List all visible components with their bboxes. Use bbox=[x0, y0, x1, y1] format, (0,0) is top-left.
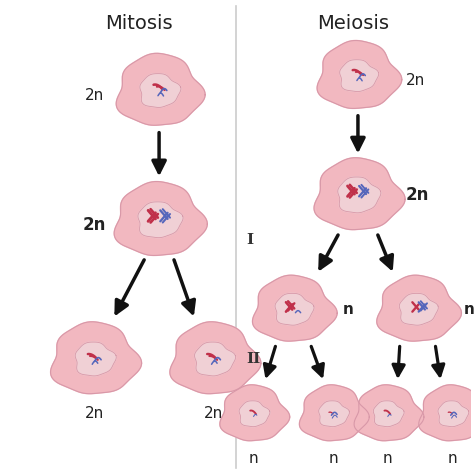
Text: n: n bbox=[249, 451, 258, 466]
Polygon shape bbox=[377, 275, 461, 341]
Polygon shape bbox=[319, 401, 349, 427]
Polygon shape bbox=[51, 322, 142, 394]
Text: 2n: 2n bbox=[85, 407, 104, 421]
Polygon shape bbox=[275, 293, 314, 325]
Polygon shape bbox=[138, 202, 183, 237]
Polygon shape bbox=[399, 293, 438, 325]
Text: II: II bbox=[246, 352, 261, 366]
Polygon shape bbox=[354, 385, 424, 441]
Text: 2n: 2n bbox=[204, 407, 223, 421]
Text: 2n: 2n bbox=[406, 73, 425, 88]
Polygon shape bbox=[340, 60, 379, 91]
Polygon shape bbox=[170, 322, 261, 394]
Polygon shape bbox=[114, 182, 207, 255]
Polygon shape bbox=[140, 73, 181, 108]
Polygon shape bbox=[116, 54, 205, 125]
Polygon shape bbox=[374, 401, 404, 427]
Polygon shape bbox=[314, 158, 405, 229]
Polygon shape bbox=[438, 401, 469, 427]
Text: Meiosis: Meiosis bbox=[317, 14, 389, 33]
Text: n: n bbox=[343, 302, 354, 317]
Text: n: n bbox=[328, 451, 338, 466]
Text: 2n: 2n bbox=[83, 216, 106, 234]
Polygon shape bbox=[239, 401, 270, 427]
Polygon shape bbox=[253, 275, 337, 341]
Text: n: n bbox=[464, 302, 474, 317]
Text: I: I bbox=[246, 233, 254, 247]
Polygon shape bbox=[419, 385, 474, 441]
Text: 2n: 2n bbox=[85, 88, 104, 103]
Text: n: n bbox=[383, 451, 392, 466]
Polygon shape bbox=[338, 177, 381, 213]
Polygon shape bbox=[194, 342, 236, 376]
Polygon shape bbox=[220, 385, 290, 441]
Polygon shape bbox=[317, 40, 402, 109]
Polygon shape bbox=[300, 385, 369, 441]
Polygon shape bbox=[75, 342, 116, 376]
Text: Mitosis: Mitosis bbox=[105, 14, 173, 33]
Text: 2n: 2n bbox=[406, 186, 429, 204]
Text: n: n bbox=[447, 451, 457, 466]
